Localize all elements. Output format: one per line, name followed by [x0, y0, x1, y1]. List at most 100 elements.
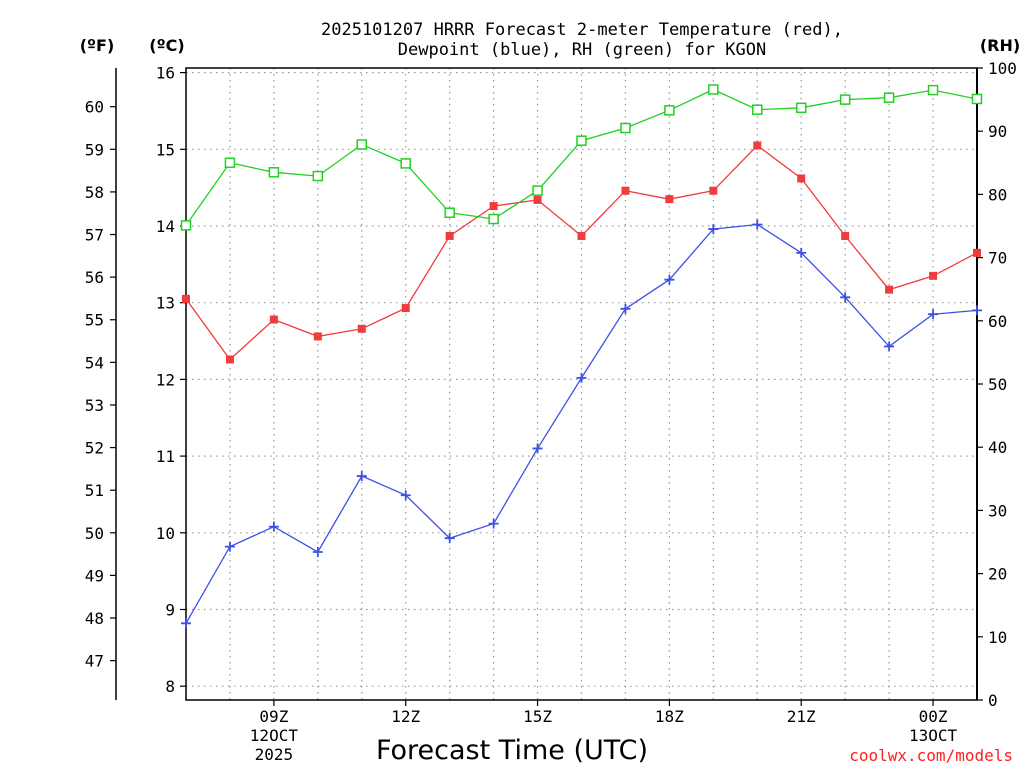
plot-frame: [185, 67, 978, 701]
dewpoint-point: [181, 618, 191, 629]
x-tick-label: 09Z: [259, 707, 288, 726]
fahrenheit-tick-label: 50: [85, 524, 104, 543]
dewpoint-point: [444, 533, 455, 544]
rh-point: [971, 93, 983, 105]
fahrenheit-tick-label: 54: [85, 353, 104, 372]
rh-tick-label: 80: [988, 185, 1007, 204]
rh-tick-label: 30: [988, 501, 1007, 520]
grid-lines: [186, 68, 977, 700]
fahrenheit-tick-label: 52: [85, 439, 104, 458]
rh-tick-label: 100: [988, 59, 1017, 78]
dewpoint-point: [488, 518, 499, 529]
dewpoint-point: [400, 490, 411, 501]
fahrenheit-tick-label: 59: [85, 140, 104, 159]
dewpoint-point: [708, 224, 719, 235]
fahrenheit-tick-label: 49: [85, 566, 104, 585]
x-tick-label: 12Z: [391, 707, 420, 726]
temperature-point: [225, 355, 234, 364]
temperature-point: [753, 141, 762, 150]
dewpoint-point: [268, 521, 279, 532]
rh-point: [444, 207, 455, 218]
celsius-tick-label: 12: [156, 370, 175, 389]
temperature-point: [929, 271, 938, 280]
x-tick-label: 21Z: [787, 707, 816, 726]
rh-point: [356, 139, 368, 150]
x-tick-label: 15Z: [523, 707, 552, 726]
temperature-point: [313, 332, 322, 341]
temperature-point: [665, 195, 674, 204]
fahrenheit-tick-label: 47: [85, 652, 104, 671]
dewpoint-point: [884, 341, 895, 352]
rh-tick-label: 50: [988, 375, 1007, 394]
rh-point: [664, 105, 675, 116]
temperature-point: [841, 231, 850, 240]
x-tick-label: 18Z: [655, 707, 684, 726]
dewpoint-point: [972, 305, 982, 316]
rh-point: [180, 220, 192, 231]
temperature-point: [577, 231, 586, 240]
celsius-tick-label: 15: [156, 140, 175, 159]
fahrenheit-unit-label: (ºF): [80, 36, 115, 55]
temperature-point: [797, 174, 806, 183]
credit-text: coolwx.com/models: [849, 746, 1013, 765]
rh-tick-label: 10: [988, 628, 1007, 647]
temperature-point: [269, 315, 278, 324]
x-tick-label: 13OCT: [909, 726, 958, 745]
rh-point: [839, 94, 851, 105]
dewpoint-point: [664, 274, 675, 285]
x-tick-label: 12OCT: [250, 726, 299, 745]
chart-title-line2: Dewpoint (blue), RH (green) for KGON: [398, 40, 766, 60]
dewpoint-point: [532, 443, 543, 454]
rh-point: [708, 84, 719, 95]
dewpoint-point: [840, 292, 851, 303]
rh-tick-label: 90: [988, 122, 1007, 141]
celsius-tick-label: 10: [156, 524, 175, 543]
data-series: [180, 84, 983, 629]
rh-point: [576, 135, 587, 146]
dewpoint-point: [928, 309, 939, 320]
rh-point: [488, 213, 499, 225]
celsius-tick-label: 9: [165, 600, 175, 619]
temperature-point: [533, 195, 542, 204]
rh-point: [312, 170, 324, 182]
dewpoint-point: [796, 247, 807, 258]
dewpoint-point: [576, 372, 587, 383]
celsius-tick-label: 16: [156, 64, 175, 83]
temperature-point: [445, 231, 454, 240]
rh-tick-label: 40: [988, 438, 1007, 457]
rh-tick-label: 0: [988, 691, 998, 710]
temperature-point: [357, 324, 366, 333]
temperature-point: [489, 202, 498, 211]
fahrenheit-tick-label: 56: [85, 268, 104, 287]
fahrenheit-tick-label: 53: [85, 396, 104, 415]
celsius-tick-label: 8: [165, 677, 175, 696]
dewpoint-point: [752, 219, 763, 230]
rh-tick-label: 70: [988, 249, 1007, 268]
x-axis-label: Forecast Time (UTC): [376, 735, 648, 766]
rh-point: [927, 84, 939, 96]
fahrenheit-tick-label: 60: [85, 98, 104, 117]
rh-point: [532, 185, 543, 196]
fahrenheit-tick-label: 57: [85, 226, 104, 245]
temperature-point: [621, 186, 630, 195]
rh-point: [224, 157, 236, 169]
rh-point: [883, 92, 895, 103]
temperature-point: [709, 186, 718, 195]
fahrenheit-tick-label: 48: [85, 609, 104, 628]
dewpoint-point: [312, 546, 323, 557]
dewpoint-point: [356, 471, 367, 482]
x-tick-label: 00Z: [919, 707, 948, 726]
fahrenheit-tick-label: 58: [85, 183, 104, 202]
dewpoint-point: [620, 303, 631, 314]
rh-tick-label: 60: [988, 312, 1007, 331]
rh-point: [268, 167, 280, 178]
celsius-tick-label: 13: [156, 294, 175, 313]
dewpoint-point: [224, 541, 235, 552]
fahrenheit-tick-label: 51: [85, 481, 104, 500]
rh-point: [752, 104, 763, 115]
rh-unit-label: (RH): [980, 36, 1020, 55]
rh-point: [795, 102, 807, 114]
x-tick-label: 2025: [255, 745, 294, 764]
chart-title-line1: 2025101207 HRRR Forecast 2-meter Tempera…: [321, 20, 843, 40]
